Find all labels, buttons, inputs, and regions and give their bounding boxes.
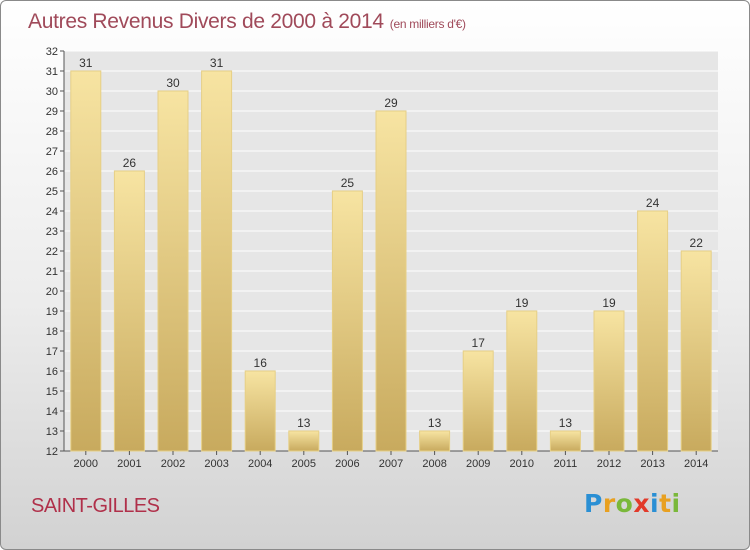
chart-title: Autres Revenus Divers de 2000 à 2014 (en … — [28, 10, 466, 34]
y-tick-label: 12 — [46, 446, 58, 458]
bar — [70, 70, 102, 452]
y-tick-label: 23 — [46, 226, 58, 238]
x-tick-label: 2008 — [422, 458, 446, 470]
x-tick-label: 2006 — [335, 458, 359, 470]
y-tick-label: 32 — [46, 46, 58, 58]
y-tick-label: 27 — [46, 146, 58, 158]
bar-value-label: 30 — [166, 76, 180, 90]
bar-value-label: 26 — [123, 156, 137, 170]
bar — [593, 310, 625, 452]
y-tick-label: 28 — [46, 126, 58, 138]
bar — [375, 110, 407, 452]
y-tick-label: 18 — [46, 326, 58, 338]
bar-value-label: 17 — [472, 336, 486, 350]
x-tick-label: 2002 — [161, 458, 185, 470]
bar-value-label: 13 — [428, 416, 442, 430]
bar-value-label: 31 — [210, 56, 224, 70]
place-name: SAINT-GILLES — [31, 495, 160, 517]
bar-value-label: 24 — [646, 196, 660, 210]
y-tick-label: 16 — [46, 366, 58, 378]
y-tick-label: 14 — [46, 406, 58, 418]
x-tick-label: 2013 — [640, 458, 664, 470]
x-tick-label: 2003 — [204, 458, 228, 470]
bar — [288, 430, 320, 452]
bar-value-label: 25 — [341, 176, 355, 190]
bar — [113, 170, 145, 452]
bar — [637, 210, 669, 452]
x-tick-label: 2005 — [292, 458, 316, 470]
x-tick-label: 2007 — [379, 458, 403, 470]
y-tick-label: 20 — [46, 286, 58, 298]
proxiti-logo[interactable]: Proxiti — [584, 489, 681, 518]
y-tick-label: 30 — [46, 86, 58, 98]
bar — [201, 70, 233, 452]
y-tick-label: 22 — [46, 246, 58, 258]
logo-letter: i — [671, 489, 681, 518]
logo-letter: r — [602, 489, 616, 518]
bar — [157, 90, 189, 452]
bar-value-label: 19 — [602, 296, 616, 310]
y-tick-label: 17 — [46, 346, 58, 358]
bar-value-label: 16 — [254, 356, 268, 370]
y-tick-label: 13 — [46, 426, 58, 438]
bar — [549, 430, 581, 452]
bar — [419, 430, 451, 452]
x-tick-label: 2012 — [597, 458, 621, 470]
y-tick-label: 29 — [46, 106, 58, 118]
bar — [506, 310, 538, 452]
x-tick-label: 2011 — [554, 458, 578, 470]
x-tick-label: 2001 — [117, 458, 141, 470]
y-tick-label: 21 — [46, 266, 58, 278]
bar — [331, 190, 363, 452]
bar-value-label: 13 — [297, 416, 311, 430]
bar — [244, 370, 276, 452]
bar-value-label: 19 — [515, 296, 529, 310]
chart-subtitle: (en milliers d'€) — [389, 17, 466, 31]
logo-letter: t — [659, 489, 672, 518]
y-tick-label: 19 — [46, 306, 58, 318]
y-tick-label: 25 — [46, 186, 58, 198]
x-tick-label: 2010 — [510, 458, 534, 470]
x-tick-label: 2014 — [684, 458, 708, 470]
x-tick-label: 2009 — [466, 458, 490, 470]
x-tick-label: 2000 — [74, 458, 98, 470]
y-tick-label: 26 — [46, 166, 58, 178]
bar-value-label: 31 — [79, 56, 93, 70]
bar-value-label: 22 — [690, 236, 704, 250]
y-tick-label: 15 — [46, 386, 58, 398]
x-tick-label: 2004 — [248, 458, 272, 470]
bar-value-label: 13 — [559, 416, 573, 430]
y-tick-label: 31 — [46, 66, 58, 78]
logo-letter: o — [615, 489, 634, 518]
logo-letter: x — [633, 489, 650, 518]
logo-letter: i — [650, 489, 660, 518]
y-tick-label: 24 — [46, 206, 58, 218]
bar-value-label: 29 — [384, 96, 398, 110]
logo-letter: P — [584, 489, 603, 518]
chart-title-text: Autres Revenus Divers de 2000 à 2014 — [28, 10, 384, 33]
bar — [680, 250, 712, 452]
bar — [462, 350, 494, 452]
